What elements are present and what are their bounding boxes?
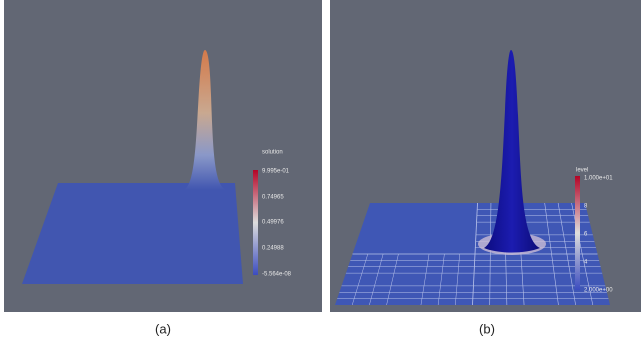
surface-plane — [22, 183, 243, 284]
colorbar-label: 0.49976 — [262, 220, 284, 226]
colorbar-label: -5.564e-08 — [262, 272, 292, 278]
colorbar-title: level — [576, 168, 588, 174]
colorbar — [575, 176, 580, 290]
colorbar-label: 9.995e-01 — [262, 169, 290, 175]
caption: (a) — [155, 321, 171, 336]
colorbar-title: solution — [262, 150, 283, 156]
page: solution 9.995e-01 0.74965 0.49976 0.249… — [0, 0, 643, 349]
colorbar-label: 1.000e+01 — [584, 176, 613, 182]
caption: (b) — [479, 321, 495, 336]
colorbar-label: 2.000e+00 — [584, 288, 613, 294]
colorbar — [253, 170, 258, 275]
figure: solution 9.995e-01 0.74965 0.49976 0.249… — [0, 0, 643, 349]
colorbar-label: 0.74965 — [262, 195, 284, 201]
colorbar-label: 0.24988 — [262, 246, 284, 252]
